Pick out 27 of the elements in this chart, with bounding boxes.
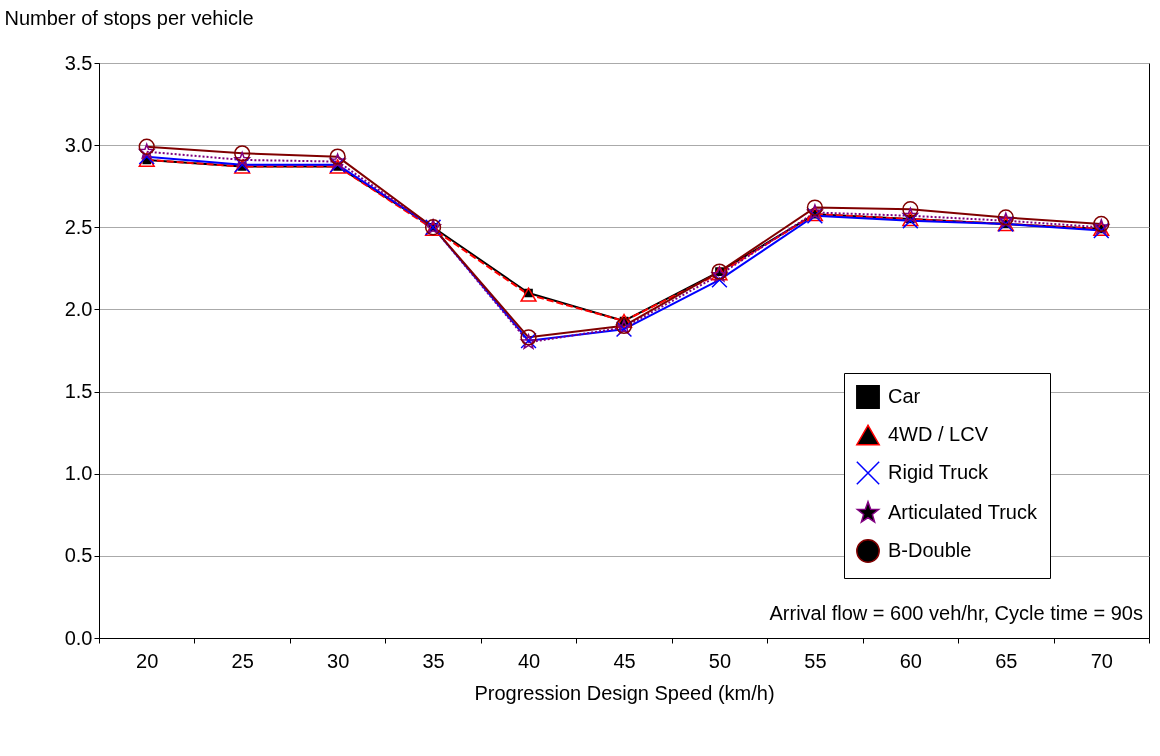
x-tick-label: 55 — [804, 649, 827, 672]
legend-label: B-Double — [888, 539, 972, 561]
x-tick-label: 60 — [899, 649, 922, 672]
x-tick-label: 50 — [708, 649, 732, 672]
x-tick-label: 35 — [422, 649, 445, 672]
y-axis-title: Number of stops per vehicle — [4, 6, 254, 29]
x-tick-label: 25 — [231, 649, 254, 672]
x-tick-label: 20 — [136, 649, 159, 672]
y-tick-label: 0.5 — [64, 544, 93, 567]
legend-label: Rigid Truck — [888, 461, 990, 483]
y-tick-label: 0.0 — [64, 626, 93, 649]
x-tick-label: 70 — [1090, 649, 1113, 672]
annotation: Arrival flow = 600 veh/hr, Cycle time = 90s — [769, 602, 1143, 624]
y-tick-label: 3.5 — [64, 51, 93, 74]
x-tick-label: 40 — [517, 649, 541, 672]
legend-label: Car — [888, 385, 921, 407]
x-tick-label: 30 — [327, 649, 350, 672]
y-tick-label: 1.5 — [64, 380, 93, 403]
y-tick-label: 3.0 — [64, 133, 93, 156]
y-tick-label: 2.5 — [64, 215, 93, 238]
x-tick-label: 65 — [995, 649, 1018, 672]
y-tick-label: 1.0 — [64, 462, 93, 485]
x-tick-label: 45 — [613, 649, 636, 672]
x-axis-title: Progression Design Speed (km/h) — [474, 681, 775, 704]
y-tick-label: 2.0 — [64, 297, 93, 320]
legend-label: 4WD / LCV — [888, 423, 989, 445]
legend-label: Articulated Truck — [888, 501, 1038, 523]
